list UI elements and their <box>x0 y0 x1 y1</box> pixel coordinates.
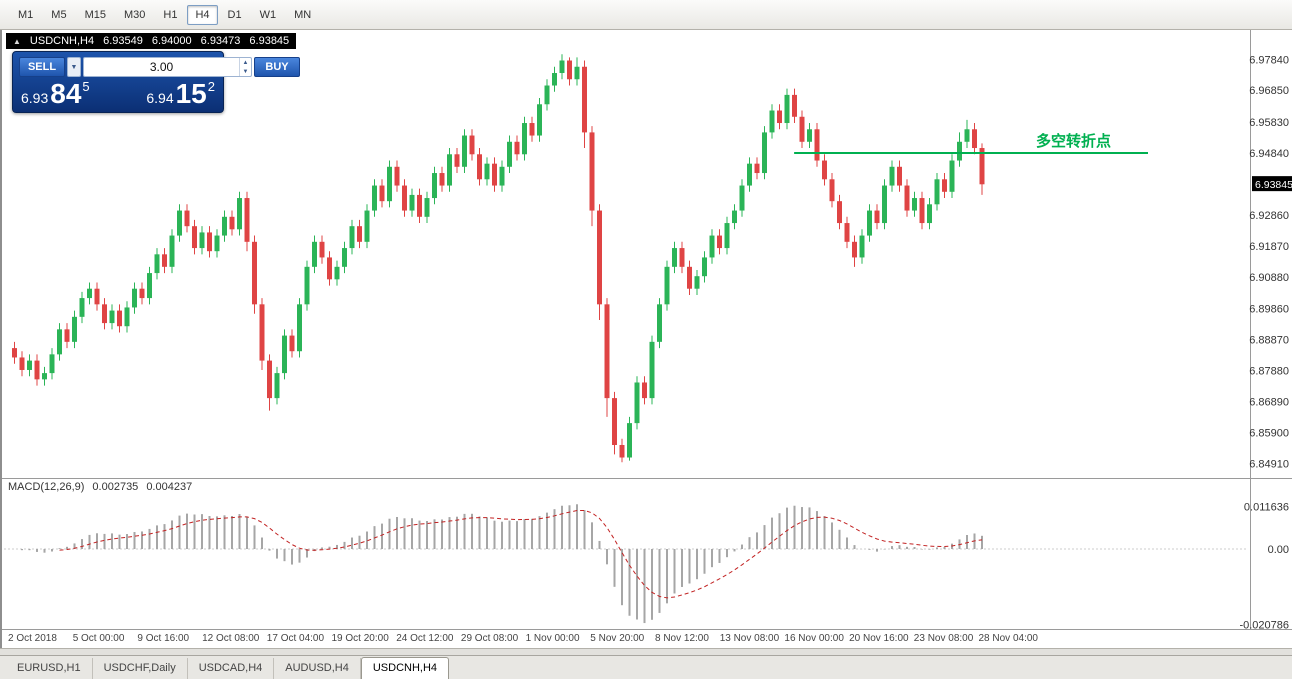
macd-header: MACD(12,26,9) 0.002735 0.004237 <box>8 481 192 493</box>
buy-price[interactable]: 6.94 15 2 <box>146 78 215 109</box>
volume-dropdown[interactable]: ▼ <box>67 57 81 77</box>
chart-tab-usdchf[interactable]: USDCHF,Daily <box>93 658 188 679</box>
svg-text:6.85900: 6.85900 <box>1249 427 1289 439</box>
bar-open-value: 6.93549 <box>103 35 143 47</box>
sell-button[interactable]: SELL <box>19 57 65 77</box>
timeframe-toolbar: M1 M5 M15 M30 H1 H4 D1 W1 MN <box>0 0 1292 30</box>
timeframe-button-d1[interactable]: D1 <box>227 8 242 21</box>
time-axis-label: 16 Nov 00:00 <box>784 633 844 644</box>
time-axis-label: 20 Nov 16:00 <box>849 633 909 644</box>
chart-tab-usdcad[interactable]: USDCAD,H4 <box>188 658 275 679</box>
svg-text:6.88870: 6.88870 <box>1249 335 1289 347</box>
buy-price-prefix: 6.94 <box>146 90 174 106</box>
sell-price-main: 84 <box>50 78 82 109</box>
chart-annotation-text: 多空转折点 <box>1036 132 1112 150</box>
macd-value-signal: 0.004237 <box>146 481 193 493</box>
timeframe-button-mn[interactable]: MN <box>294 8 312 21</box>
macd-value-main: 0.002735 <box>92 481 139 493</box>
time-axis-label: 29 Oct 08:00 <box>460 633 519 644</box>
volume-down-icon[interactable]: ▼ <box>242 68 249 75</box>
svg-text:6.89860: 6.89860 <box>1249 304 1289 316</box>
chart-tab-eurusd[interactable]: EURUSD,H1 <box>6 658 93 679</box>
svg-text:6.87880: 6.87880 <box>1249 366 1289 378</box>
svg-text:0.011636: 0.011636 <box>1244 502 1289 514</box>
svg-text:6.94840: 6.94840 <box>1249 148 1289 160</box>
sell-price-prefix: 6.93 <box>21 90 49 106</box>
collapse-panel-icon[interactable]: ▲ <box>13 36 21 46</box>
timeframe-button-h1[interactable]: H1 <box>163 8 178 21</box>
time-axis-label: 17 Oct 04:00 <box>266 633 325 644</box>
sell-price[interactable]: 6.93 84 5 <box>21 78 90 109</box>
timeframe-button-w1[interactable]: W1 <box>259 8 277 21</box>
chart-tab-audusd[interactable]: AUDUSD,H4 <box>274 658 361 679</box>
volume-up-icon[interactable]: ▲ <box>242 59 249 66</box>
time-axis-label: 12 Oct 08:00 <box>202 633 260 644</box>
svg-text:6.92860: 6.92860 <box>1249 210 1289 222</box>
svg-text:6.97840: 6.97840 <box>1249 54 1289 66</box>
svg-text:6.93845: 6.93845 <box>1255 179 1292 191</box>
timeframe-button-m15[interactable]: M15 <box>84 8 106 21</box>
buy-price-main: 15 <box>175 78 207 109</box>
time-axis-label: 19 Oct 20:00 <box>331 633 389 644</box>
svg-text:6.91870: 6.91870 <box>1249 241 1289 253</box>
bar-high-value: 6.94000 <box>151 35 192 47</box>
bar-close-value: 6.93845 <box>249 35 290 47</box>
timeframe-button-h4[interactable]: H4 <box>187 4 218 25</box>
svg-text:6.95830: 6.95830 <box>1249 117 1289 129</box>
time-axis-label: 13 Nov 08:00 <box>719 633 780 644</box>
chart-tab-bar: EURUSD,H1 USDCHF,Daily USDCAD,H4 AUDUSD,H4 U… <box>0 655 1292 679</box>
buy-price-sup: 2 <box>207 79 215 94</box>
svg-text:0.00: 0.00 <box>1268 544 1289 556</box>
svg-text:6.86890: 6.86890 <box>1249 397 1289 409</box>
svg-text:-0.020786: -0.020786 <box>1239 620 1289 630</box>
sell-price-sup: 5 <box>82 79 90 94</box>
time-axis-label: 23 Nov 08:00 <box>913 633 974 644</box>
volume-stepper[interactable]: ▲ ▼ <box>239 58 251 76</box>
svg-text:6.96850: 6.96850 <box>1249 85 1289 97</box>
one-click-trading-panel: SELL ▼ ▲ ▼ BUY 6.93 84 5 6.9 <box>12 51 300 113</box>
timeframe-button-m1[interactable]: M1 <box>18 8 34 21</box>
chart-tab-usdcnh[interactable]: USDCNH,H4 <box>360 657 450 679</box>
time-axis-label: 2 Oct 2018 <box>8 633 57 644</box>
bar-low-value: 6.93473 <box>200 35 241 47</box>
macd-pane: 0.011636 0.00 -0.020786 MACD(12,26,9) 0.00… <box>2 478 1292 630</box>
chart-window: 6.97840 6.96850 6.95830 6.94840 6.92860 6.918… <box>0 30 1292 648</box>
time-axis-label: 9 Oct 16:00 <box>137 633 190 644</box>
svg-text:6.90880: 6.90880 <box>1249 272 1289 284</box>
timeframe-button-m5[interactable]: M5 <box>51 8 67 21</box>
svg-text:6.84910: 6.84910 <box>1249 458 1289 470</box>
time-axis-label: 5 Oct 00:00 <box>72 633 125 644</box>
time-axis: 2 Oct 2018 5 Oct 00:00 9 Oct 16:00 12 Oct 0… <box>2 630 1292 648</box>
time-axis-label: 28 Nov 04:00 <box>978 633 1039 644</box>
macd-canvas[interactable]: 0.011636 0.00 -0.020786 <box>2 478 1292 630</box>
timeframe-button-m30[interactable]: M30 <box>123 8 146 21</box>
time-axis-label: 1 Nov 00:00 <box>525 633 580 644</box>
time-axis-label: 24 Oct 12:00 <box>396 633 454 644</box>
volume-box: ▲ ▼ <box>83 57 252 77</box>
price-chart-canvas[interactable]: 6.97840 6.96850 6.95830 6.94840 6.92860 6.918… <box>2 30 1292 478</box>
volume-input[interactable] <box>84 58 239 76</box>
time-axis-label: 8 Nov 12:00 <box>655 633 709 644</box>
horizontal-scrollbar[interactable] <box>0 648 1292 655</box>
quote-badge: ▲ USDCNH,H4 6.93549 6.94000 6.93473 6.93… <box>6 33 297 49</box>
symbol-period-label: USDCNH,H4 <box>29 35 95 47</box>
time-axis-label: 5 Nov 20:00 <box>590 633 645 644</box>
macd-title: MACD(12,26,9) <box>8 481 85 493</box>
buy-button[interactable]: BUY <box>254 57 300 77</box>
